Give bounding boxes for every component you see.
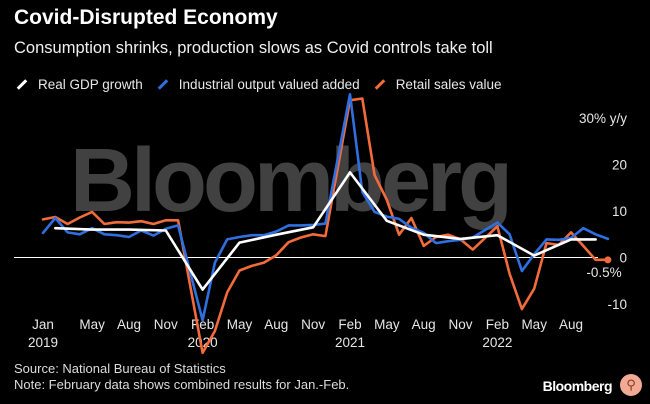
x-tick-label: May (374, 317, 400, 332)
bloomberg-logo: Bloomberg (542, 378, 613, 394)
x-tick-label: May (79, 317, 105, 332)
end-value-label: -0.5% (586, 265, 621, 280)
chart-subtitle: Consumption shrinks, production slows as… (14, 39, 493, 57)
x-year-label: 2021 (335, 335, 365, 350)
legend-item-industrial-output: Industrial output valued added (155, 77, 360, 92)
legend-label-gdp: Real GDP growth (38, 76, 143, 92)
legend-item-gdp: Real GDP growth (14, 77, 143, 92)
x-tick-label: Feb (486, 317, 509, 332)
retail-sales-line (41, 97, 610, 355)
x-tick-label: Jan (32, 317, 54, 332)
x-tick-label: Aug (117, 317, 141, 332)
gdp-growth-line (54, 171, 597, 291)
x-tick-label: Nov (301, 317, 325, 332)
x-tick-label: Nov (154, 317, 178, 332)
y-tick-label: 30% y/y (579, 111, 627, 126)
retail-end-marker (604, 256, 612, 264)
x-tick-label: May (227, 317, 253, 332)
zoom-icon[interactable]: ⚲ (620, 374, 642, 396)
x-tick-label: Aug (559, 317, 583, 332)
y-tick-label: 0 (619, 251, 627, 266)
y-tick-label: -10 (607, 297, 627, 312)
y-tick-label: 10 (612, 204, 627, 219)
legend-label-industrial-output: Industrial output valued added (178, 76, 360, 92)
x-year-label: 2019 (28, 335, 58, 350)
x-year-label: 2022 (482, 335, 512, 350)
industrial-output-line (41, 93, 610, 322)
chart-legend: Real GDP growth Industrial output valued… (14, 74, 514, 94)
bloomberg-watermark: Bloomberg (70, 131, 513, 231)
legend-label-retail-sales: Retail sales value (395, 76, 502, 92)
x-tick-label: Aug (264, 317, 288, 332)
chart-title: Covid-Disrupted Economy (14, 6, 278, 29)
x-tick-label: Nov (449, 317, 473, 332)
source-note: Source: National Bureau of Statistics (14, 361, 226, 376)
x-tick-label: Feb (338, 317, 361, 332)
footnote: Note: February data shows combined resul… (14, 377, 350, 392)
y-tick-label: 20 (612, 158, 627, 173)
legend-item-retail-sales: Retail sales value (372, 77, 502, 92)
x-tick-label: May (521, 317, 547, 332)
x-tick-label: Aug (412, 317, 436, 332)
